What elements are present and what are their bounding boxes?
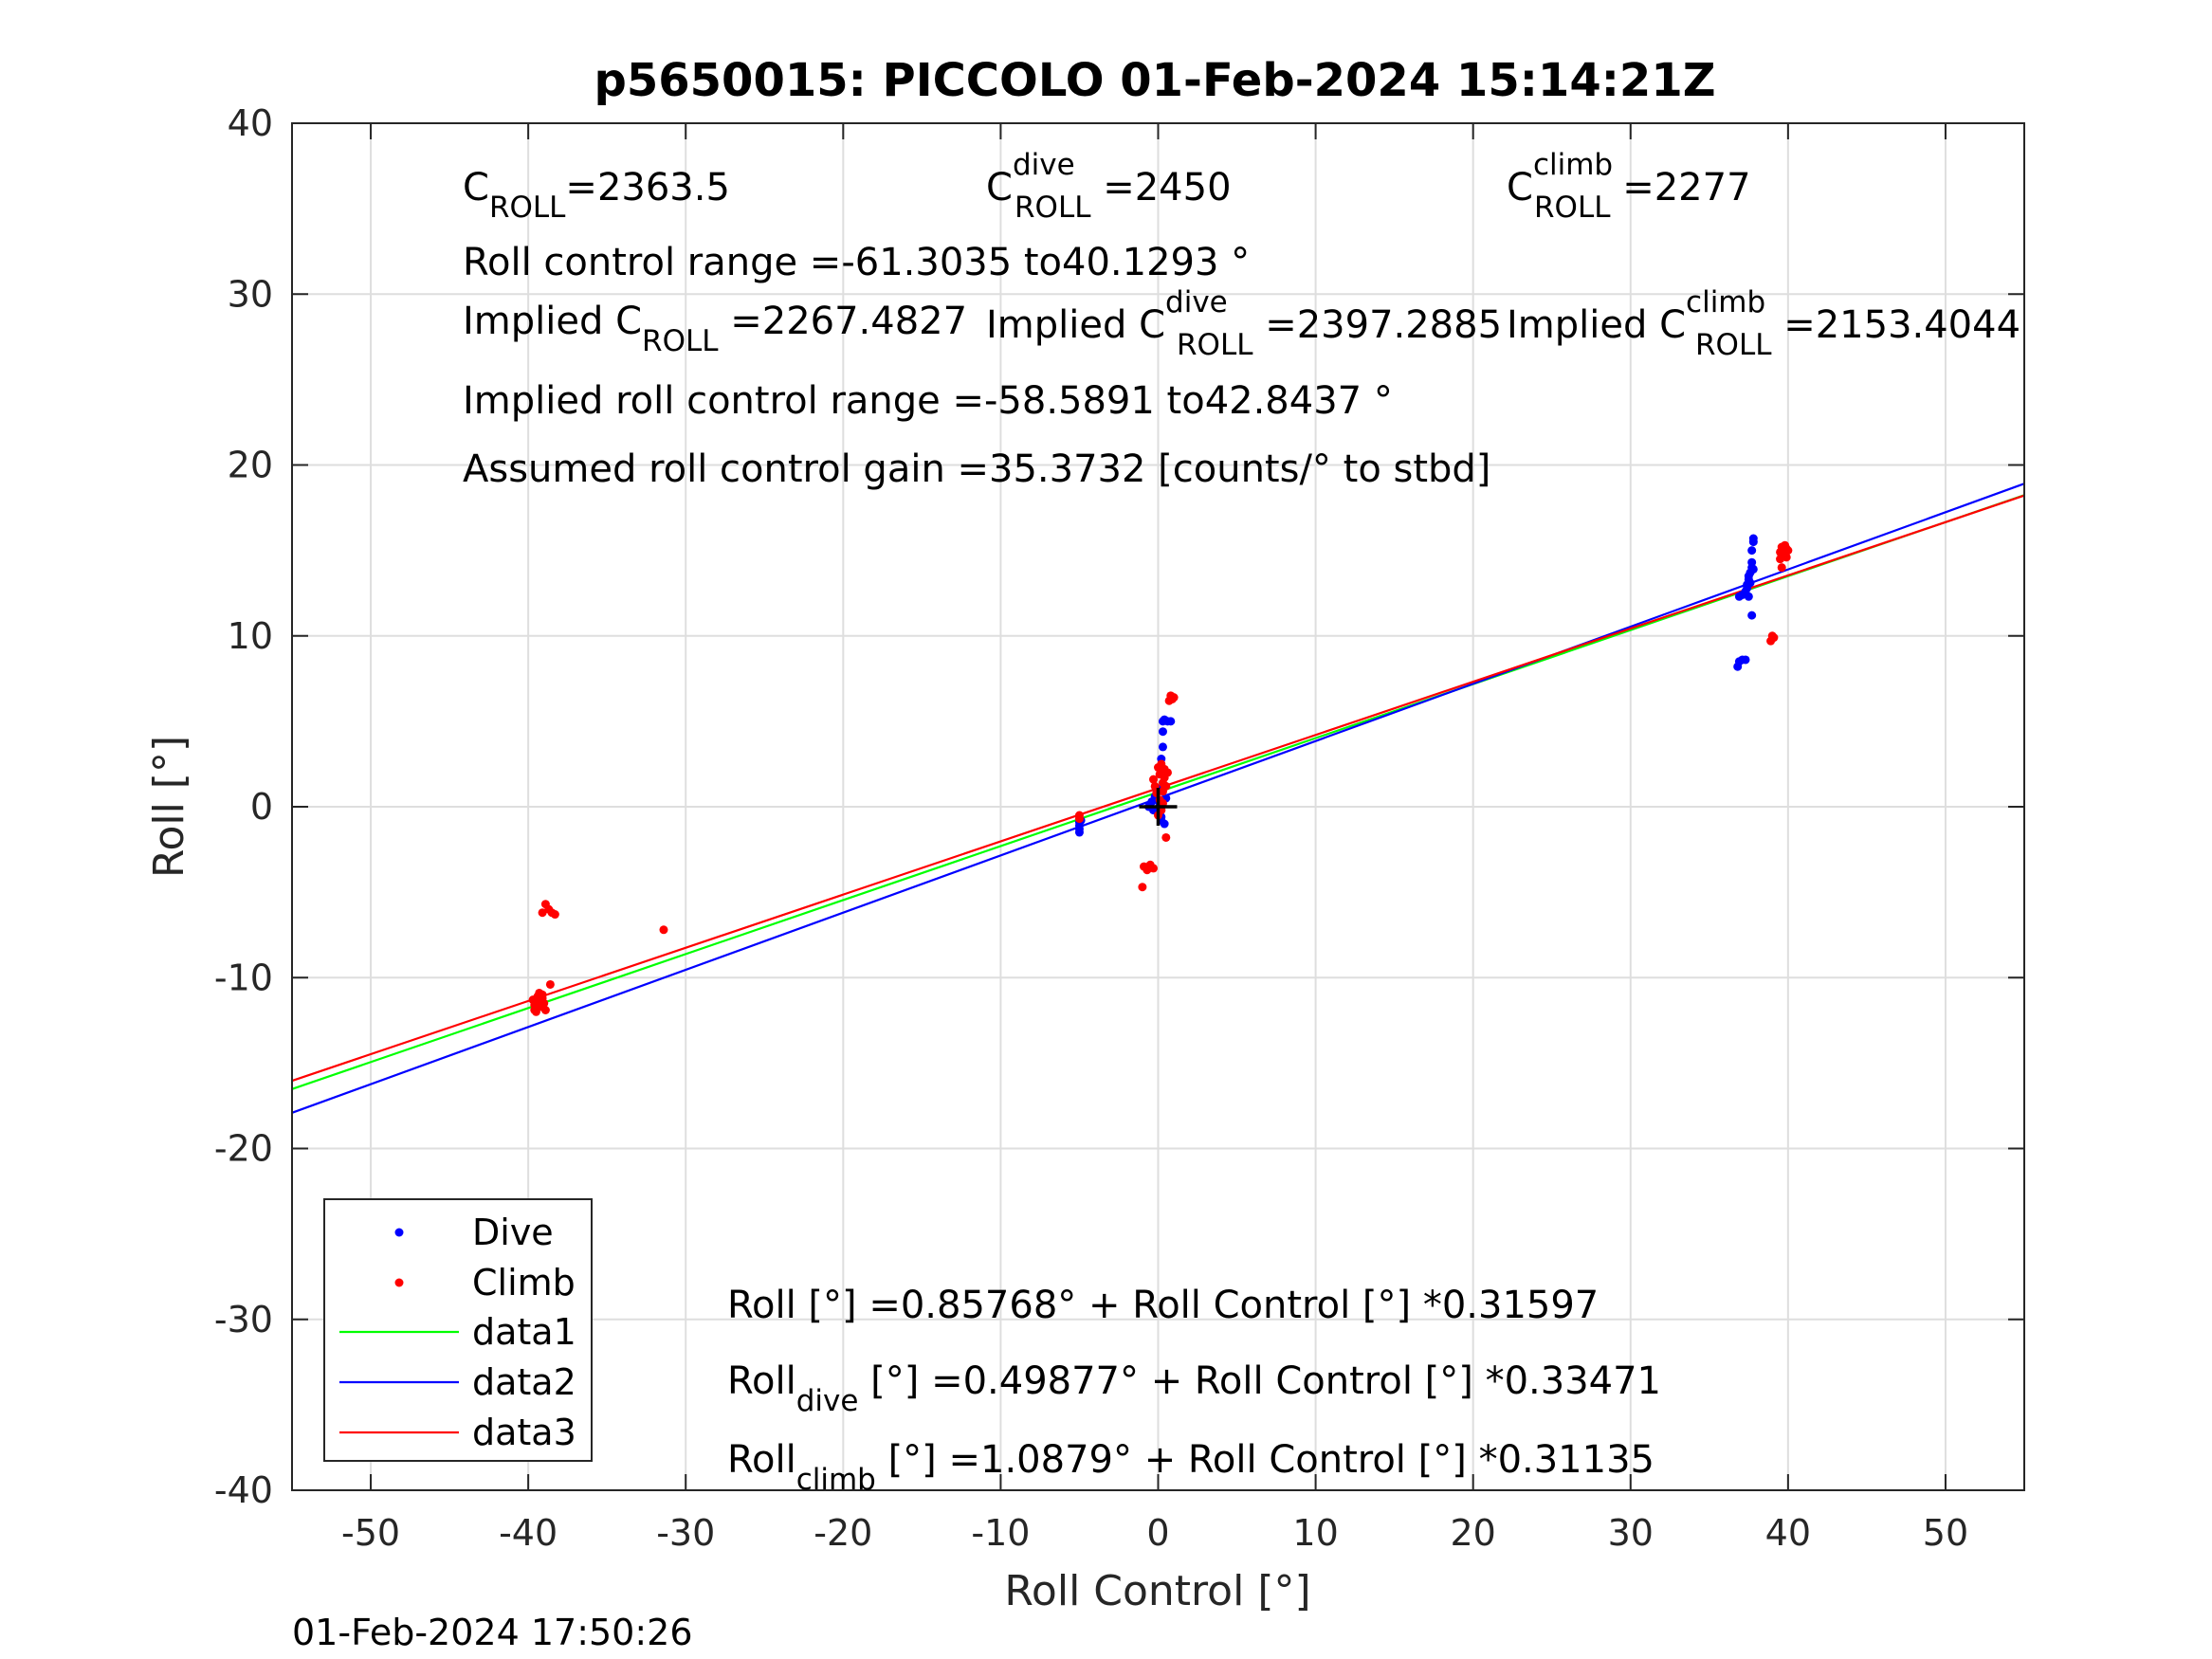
point-climb — [538, 990, 547, 999]
point-dive — [1747, 611, 1757, 620]
point-climb — [1161, 781, 1171, 791]
legend-label: data1 — [472, 1311, 576, 1353]
point-dive — [1748, 534, 1758, 543]
implied-c-roll-climb-annotation: Implied Cclimb ROLL =2153.4044 — [1507, 285, 2020, 362]
implied-range-annotation: Implied roll control range =-58.5891 to4… — [463, 379, 1393, 423]
x-axis-label: Roll Control [°] — [1004, 1567, 1310, 1615]
c-roll-climb-annotation: Cclimb ROLL =2277 — [1507, 148, 1751, 225]
point-climb — [540, 1005, 550, 1014]
point-climb — [1138, 883, 1147, 892]
chart-title: p5650015: PICCOLO 01-Feb-2024 15:14:21Z — [594, 54, 1715, 107]
x-tick-label: -20 — [814, 1512, 872, 1554]
y-axis-label: Roll [°] — [145, 736, 193, 878]
y-tick-label: 20 — [228, 445, 273, 486]
fit-equation-all: Roll [°] =0.85768° + Roll Control [°] *0… — [727, 1284, 1599, 1327]
legend: Dive Climb data1 data2 data3 — [323, 1198, 593, 1462]
point-climb — [1782, 553, 1791, 562]
y-tick-label: 30 — [228, 273, 273, 315]
point-dive — [1074, 828, 1084, 837]
legend-label: data3 — [472, 1412, 576, 1453]
point-dive — [1747, 557, 1757, 567]
x-tick-label: 20 — [1451, 1512, 1496, 1554]
y-tick-label: 0 — [250, 786, 273, 828]
y-tick-label: 40 — [228, 102, 273, 144]
point-dive — [1746, 578, 1755, 588]
point-climb — [1169, 693, 1179, 702]
legend-marker-dive — [394, 1228, 404, 1237]
point-climb — [659, 925, 668, 935]
c-roll-annotation: CROLL=2363.5 — [463, 166, 730, 225]
implied-c-roll-annotation: Implied CROLL =2267.4827 — [463, 300, 967, 358]
point-climb — [1162, 768, 1172, 777]
legend-box — [323, 1198, 593, 1462]
plot-frame — [291, 122, 2025, 1491]
point-dive — [1160, 819, 1169, 829]
fit-equation-dive: Rolldive [°] =0.49877° + Roll Control [°… — [727, 1359, 1661, 1418]
y-tick-label: -40 — [214, 1469, 273, 1511]
x-tick-label: 10 — [1292, 1512, 1338, 1554]
implied-c-roll-dive-annotation: Implied Cdive ROLL =2397.2885 — [986, 285, 1502, 362]
point-climb — [1149, 864, 1159, 873]
point-climb — [1783, 546, 1793, 556]
point-dive — [1158, 742, 1167, 752]
point-climb — [1074, 814, 1084, 824]
y-tick-label: 10 — [228, 615, 273, 657]
point-climb — [550, 910, 559, 920]
y-tick-label: -20 — [214, 1128, 273, 1170]
x-tick-label: -50 — [341, 1512, 400, 1554]
legend-label: Dive — [472, 1212, 554, 1253]
center-marker — [1139, 788, 1178, 826]
axis-ticks — [292, 122, 2024, 1491]
y-tick-labels: -40 -30 -20 -10 0 10 20 30 40 — [214, 102, 273, 1511]
point-dive — [1747, 546, 1757, 556]
point-dive — [1748, 564, 1758, 574]
c-roll-dive-annotation: Cdive ROLL =2450 — [986, 148, 1232, 225]
point-dive — [1741, 655, 1750, 665]
x-tick-label: -10 — [971, 1512, 1030, 1554]
point-climb — [1769, 633, 1779, 643]
x-tick-labels: -50 -40 -30 -20 -10 0 10 20 30 40 50 — [341, 1512, 1968, 1554]
x-tick-label: 0 — [1146, 1512, 1169, 1554]
x-tick-label: -30 — [656, 1512, 715, 1554]
y-tick-label: -30 — [214, 1299, 273, 1340]
x-tick-label: -40 — [499, 1512, 558, 1554]
gain-annotation: Assumed roll control gain =35.3732 [coun… — [463, 447, 1490, 491]
roll-control-range-annotation: Roll control range =-61.3035 to40.1293 ° — [463, 241, 1250, 284]
point-climb — [538, 908, 547, 918]
y-tick-label: -10 — [214, 957, 273, 998]
point-climb — [1149, 775, 1159, 784]
timestamp: 01-Feb-2024 17:50:26 — [292, 1612, 693, 1653]
legend-label: data2 — [472, 1361, 576, 1403]
x-tick-label: 30 — [1608, 1512, 1654, 1554]
point-climb — [545, 979, 555, 989]
point-climb — [1777, 563, 1786, 573]
point-climb — [1161, 832, 1171, 842]
point-dive — [1166, 717, 1176, 726]
legend-marker-climb — [394, 1278, 404, 1287]
x-tick-label: 40 — [1765, 1512, 1811, 1554]
point-dive — [1744, 592, 1753, 601]
point-dive — [1158, 727, 1167, 737]
point-climb — [539, 998, 549, 1008]
legend-label: Climb — [472, 1262, 576, 1304]
x-tick-label: 50 — [1923, 1512, 1968, 1554]
fit-equation-climb: Rollclimb [°] =1.0879° + Roll Control [°… — [727, 1438, 1654, 1497]
